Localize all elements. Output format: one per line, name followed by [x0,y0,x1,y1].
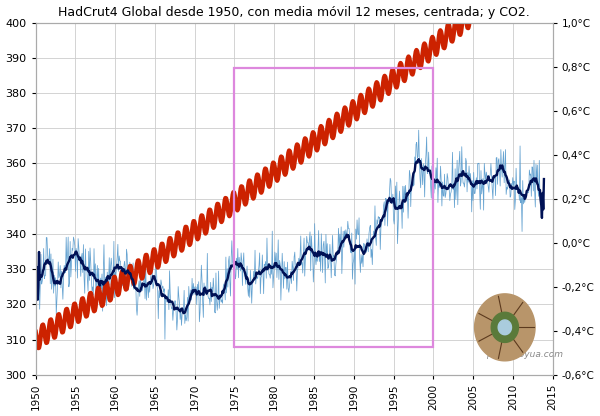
Polygon shape [475,294,535,361]
Text: plazamoyua.com: plazamoyua.com [486,350,563,359]
Polygon shape [498,320,511,335]
Bar [235,68,433,347]
Polygon shape [491,312,518,342]
Title: HadCrut4 Global desde 1950, con media móvil 12 meses, centrada; y CO2.: HadCrut4 Global desde 1950, con media mó… [58,5,530,19]
